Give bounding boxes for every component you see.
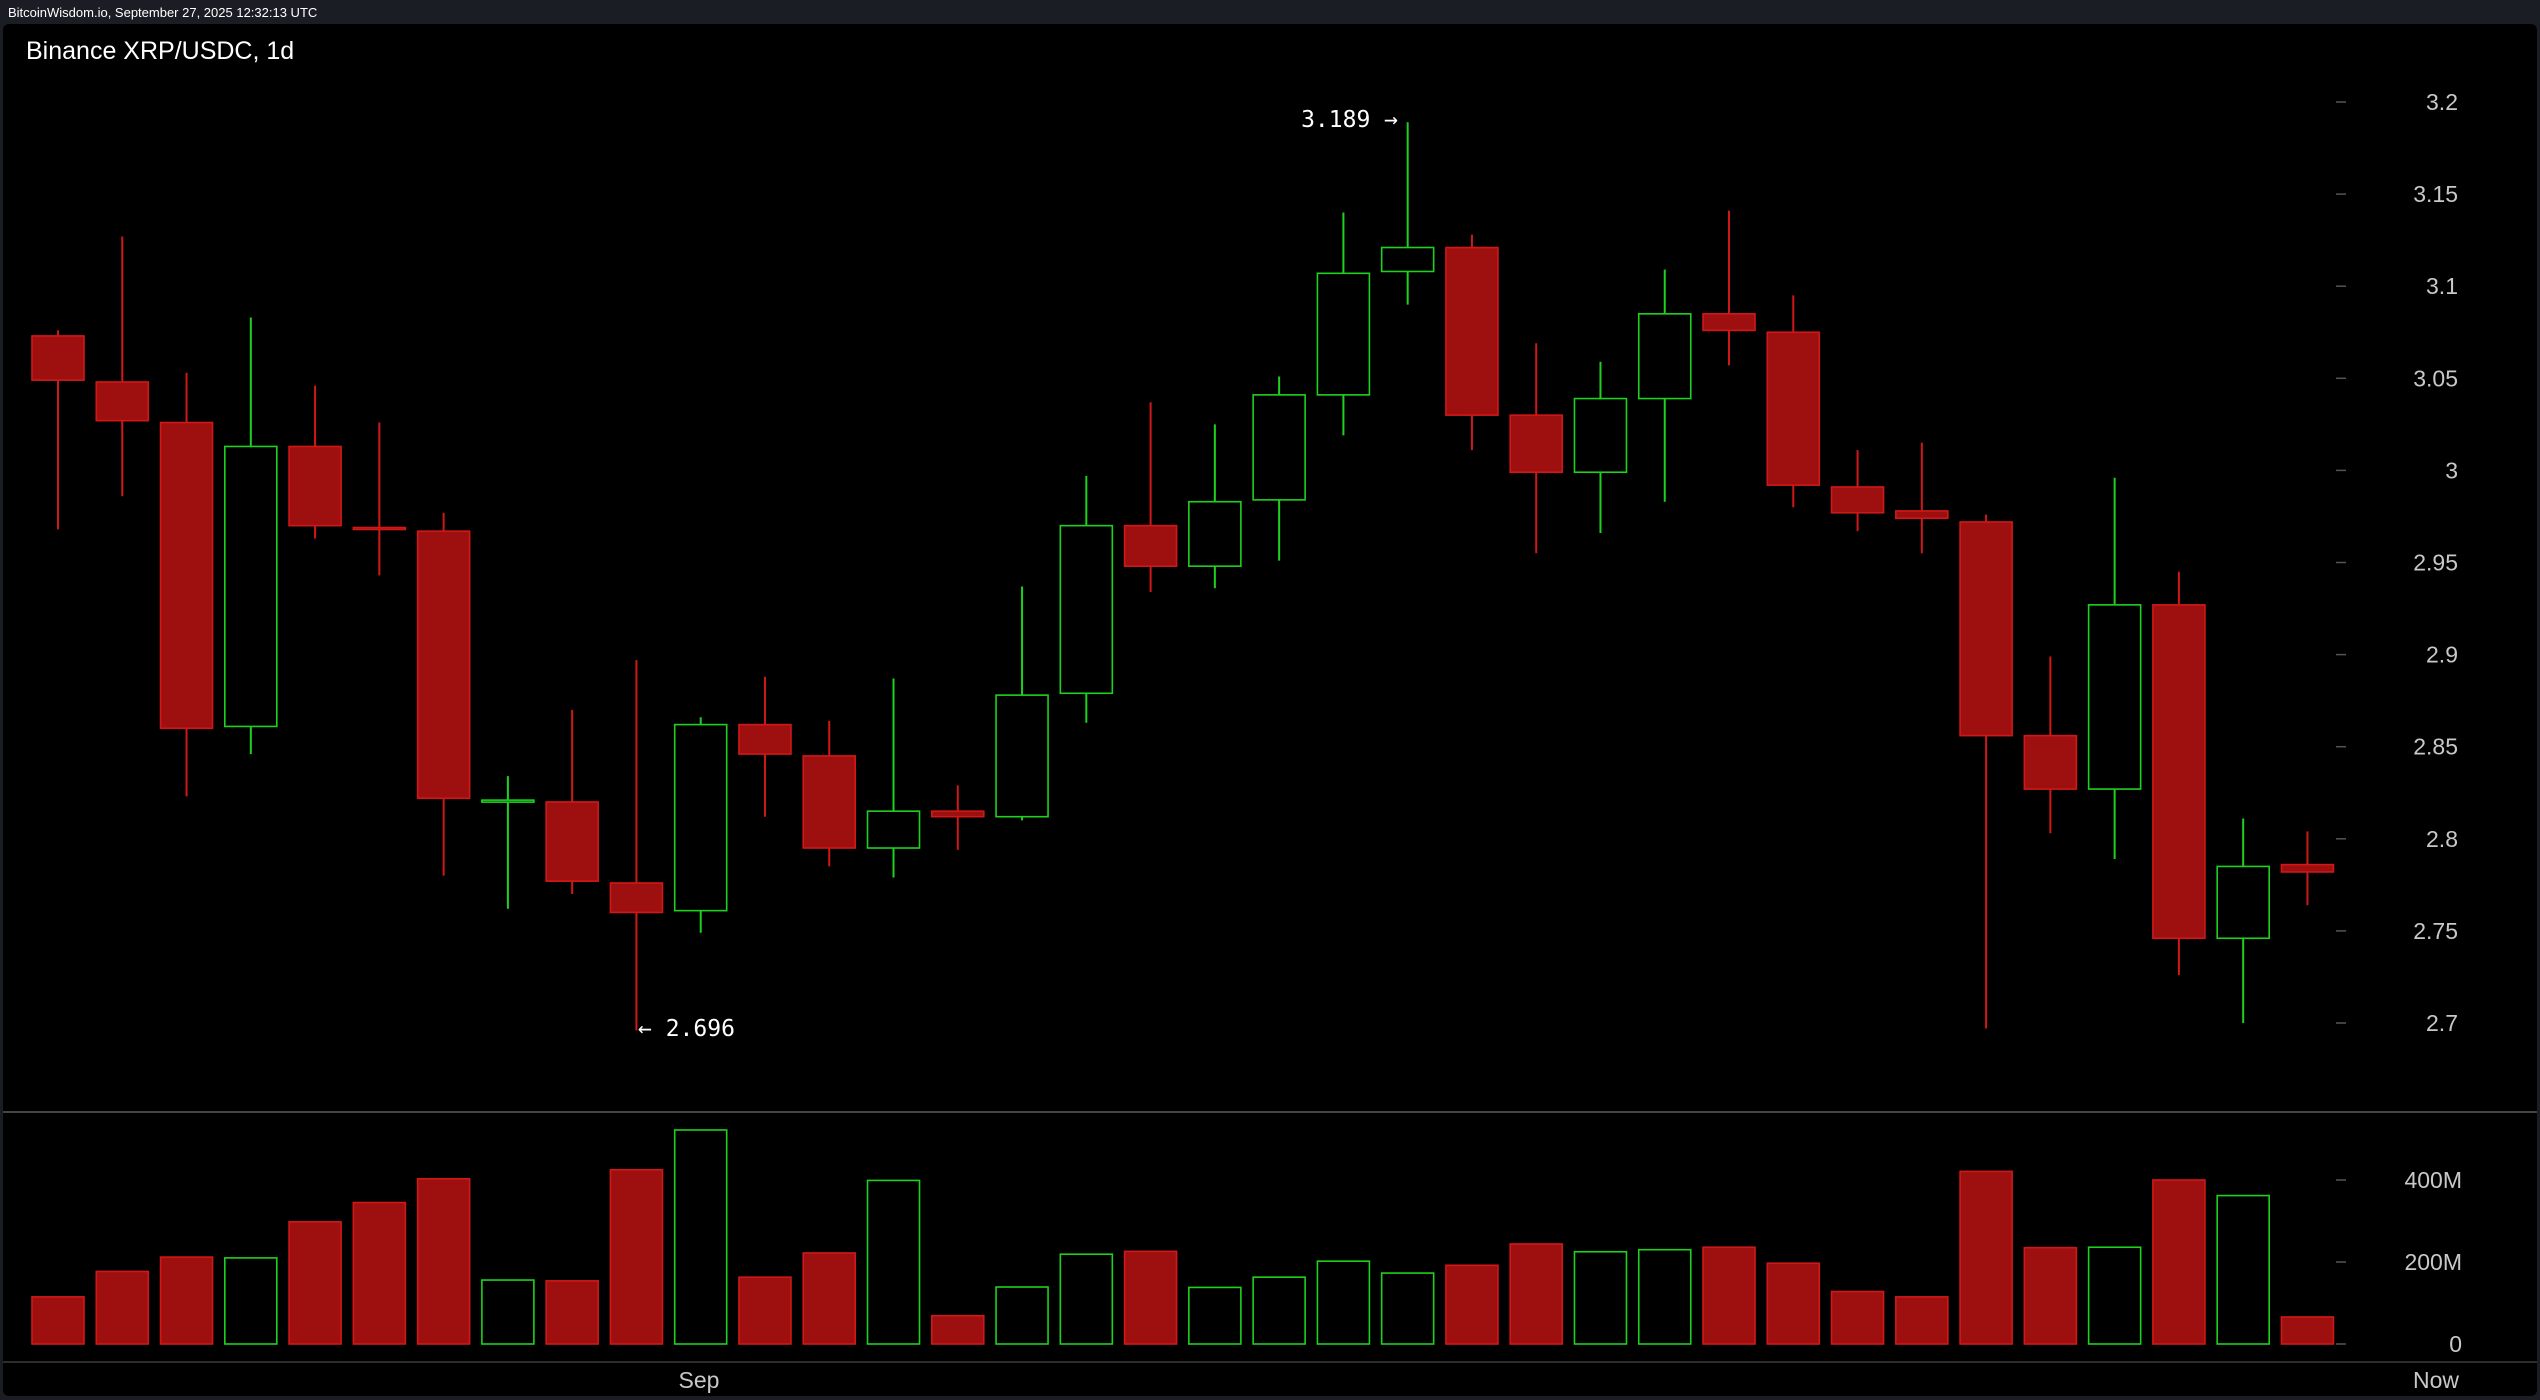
candle-body-up xyxy=(2216,865,2270,940)
candle-body-down xyxy=(1895,510,1949,520)
volume-bar-down xyxy=(1959,1170,2013,1345)
volume-bar-up xyxy=(224,1257,278,1345)
top-bar: BitcoinWisdom.io, September 27, 2025 12:… xyxy=(0,0,2540,24)
volume-bar-up xyxy=(1059,1253,1114,1345)
chart-title: Binance XRP/USDC, 1d xyxy=(26,37,295,65)
volume-bar-down xyxy=(1445,1264,1499,1345)
candle-body-down xyxy=(930,810,985,818)
candle-body-up xyxy=(1188,500,1242,567)
candle-body-down xyxy=(1123,524,1178,567)
volume-bar-down xyxy=(2280,1316,2335,1345)
candle-body-up xyxy=(1637,313,1692,400)
volume-bar-up xyxy=(1252,1276,1306,1345)
candle-body-down xyxy=(352,526,407,531)
source-timestamp: BitcoinWisdom.io, September 27, 2025 12:… xyxy=(8,5,318,20)
volume-bar-up xyxy=(995,1286,1049,1345)
price-tick-label: 3.1 xyxy=(2426,273,2458,299)
volume-bar-down xyxy=(1766,1262,1821,1345)
volume-bar-down xyxy=(288,1221,342,1345)
candle-body-down xyxy=(416,530,471,800)
volume-bar-down xyxy=(802,1252,857,1345)
volume-bar-down xyxy=(95,1270,150,1345)
high-annotation: 3.189 → xyxy=(1301,107,1398,133)
price-tick-label: 2.95 xyxy=(2413,550,2458,576)
volume-bar-up xyxy=(2087,1246,2142,1345)
volume-bar-up xyxy=(1188,1286,1242,1345)
price-tick-label: 3.2 xyxy=(2426,89,2458,115)
volume-tick-label: 400M xyxy=(2404,1167,2462,1193)
candle-body-down xyxy=(2152,604,2206,940)
volume-bar-up xyxy=(1380,1272,1435,1345)
candle-body-up xyxy=(1380,246,1435,273)
candle-body-down xyxy=(2280,863,2335,873)
volume-bar-up xyxy=(1637,1248,1692,1345)
price-tick-label: 2.75 xyxy=(2413,918,2458,944)
candle-body-up xyxy=(481,799,535,803)
volume-bar-up xyxy=(2216,1194,2270,1345)
candle-body-up xyxy=(2087,604,2142,790)
candle-body-down xyxy=(1766,331,1821,486)
volume-bar-down xyxy=(1123,1250,1178,1345)
candle-body-down xyxy=(609,882,664,914)
volume-bar-down xyxy=(1895,1296,1949,1345)
volume-bar-down xyxy=(545,1280,599,1345)
candle-body-down xyxy=(802,755,857,849)
volume-bar-down xyxy=(2152,1179,2206,1345)
time-label-sep: Sep xyxy=(679,1367,720,1393)
time-label-now: Now xyxy=(2413,1367,2459,1393)
volume-bar-up xyxy=(673,1129,728,1345)
volume-bar-up xyxy=(866,1179,921,1345)
candle-body-up xyxy=(1059,524,1114,695)
price-tick-label: 2.9 xyxy=(2426,642,2458,668)
candle-body-up xyxy=(1316,272,1371,396)
candle-body-down xyxy=(95,381,150,422)
candle-body-down xyxy=(288,445,342,527)
price-tick-label: 2.8 xyxy=(2426,826,2458,852)
volume-tick-label: 0 xyxy=(2449,1331,2462,1357)
price-tick-label: 2.85 xyxy=(2413,734,2458,760)
candle-body-down xyxy=(1959,521,2013,737)
volume-bar-down xyxy=(609,1168,664,1345)
candle-body-down xyxy=(1830,486,1885,514)
volume-bar-down xyxy=(31,1296,85,1345)
candle-body-up xyxy=(673,723,728,912)
volume-tick-label: 200M xyxy=(2404,1249,2462,1275)
price-tick-label: 2.7 xyxy=(2426,1010,2458,1036)
candle-body-up xyxy=(224,445,278,728)
candle-body-down xyxy=(159,421,214,730)
volume-bar-down xyxy=(1830,1290,1885,1345)
candle-body-down xyxy=(545,801,599,882)
price-tick-label: 3.15 xyxy=(2413,181,2458,207)
volume-bar-down xyxy=(1702,1246,1756,1345)
candle-body-down xyxy=(2023,734,2078,790)
price-tick-label: 3.05 xyxy=(2413,365,2458,391)
candle-body-down xyxy=(1445,246,1499,416)
candle-body-down xyxy=(738,723,792,755)
volume-bar-down xyxy=(738,1276,792,1345)
volume-bar-down xyxy=(159,1256,214,1345)
price-tick-label: 3 xyxy=(2445,457,2458,483)
candle-body-down xyxy=(1509,414,1564,474)
candle-body-up xyxy=(1573,397,1628,474)
candle-body-up xyxy=(995,694,1049,818)
volume-bar-down xyxy=(1509,1243,1564,1345)
candle-body-down xyxy=(31,335,85,381)
volume-bar-up xyxy=(481,1279,535,1345)
candle-body-up xyxy=(866,810,921,849)
volume-bar-down xyxy=(352,1201,407,1345)
volume-bar-up xyxy=(1316,1260,1371,1345)
candle-body-down xyxy=(1702,313,1756,332)
volume-bar-down xyxy=(2023,1246,2078,1345)
volume-bar-down xyxy=(930,1314,985,1345)
candle-body-up xyxy=(1252,394,1306,501)
volume-bar-up xyxy=(1573,1250,1628,1345)
low-annotation: ← 2.696 xyxy=(638,1016,735,1042)
volume-bar-down xyxy=(416,1177,471,1345)
